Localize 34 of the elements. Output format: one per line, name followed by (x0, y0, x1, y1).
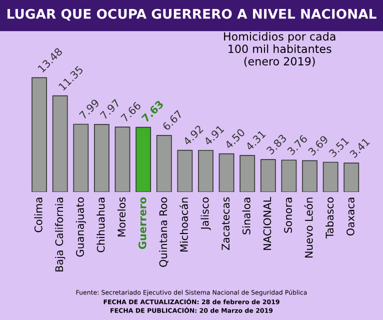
bar (218, 153, 234, 192)
bar (240, 155, 256, 192)
bar (177, 150, 193, 192)
bar (344, 162, 360, 192)
x-tick-label: Colima (34, 198, 42, 232)
x-tick-label: Guerrero (138, 197, 146, 250)
bar (73, 124, 89, 192)
bar (302, 160, 318, 192)
bar (281, 160, 297, 192)
x-tick-label: Sonora (284, 198, 292, 233)
x-tick-label: Baja California (55, 198, 66, 272)
bar (52, 95, 68, 192)
x-tick-label: Sinaloa (242, 198, 250, 234)
bar (114, 126, 130, 192)
x-tick-label: Nuevo León (304, 198, 313, 258)
x-tick-label: Oaxaca (346, 198, 354, 236)
bar (136, 126, 152, 192)
bar (156, 135, 172, 192)
x-tick-label: Tabasco (326, 197, 334, 238)
bar (32, 77, 47, 192)
bar (322, 162, 338, 192)
bar (260, 159, 276, 192)
x-tick-label: Zacatecas (222, 197, 230, 250)
bar (94, 124, 110, 192)
x-tick-label: Guanajuato (76, 197, 86, 257)
x-tick-label: Jalisco (200, 197, 211, 230)
x-tick-label: NACIONAL (263, 196, 272, 250)
bar (198, 150, 214, 192)
x-tick-label: Quintana Roo (159, 197, 168, 267)
x-tick-label: Morelos (117, 197, 126, 236)
x-tick-label: Chihuahua (96, 198, 105, 252)
x-tick-label: Michoacán (179, 198, 188, 252)
chart-title: LUGAR QUE OCUPA GUERRERO A NIVEL NACIONAL (8, 8, 376, 21)
chart-subtitle: Homicidios por cada 100 mil habitantes (enero 2019) (224, 32, 336, 67)
